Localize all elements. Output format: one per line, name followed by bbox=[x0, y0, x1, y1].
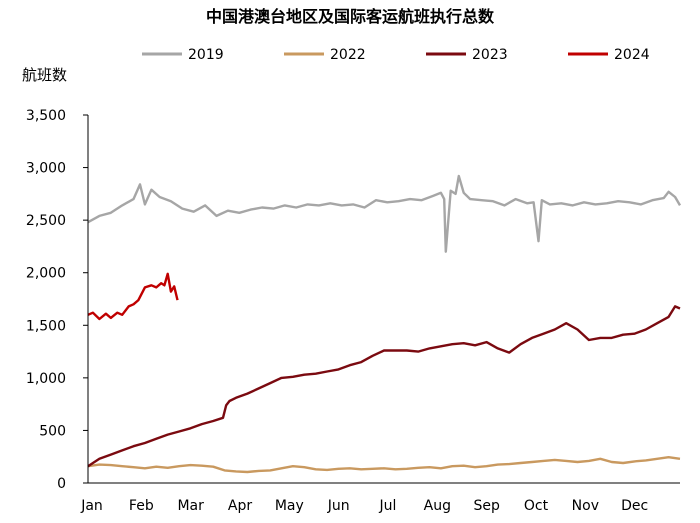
x-tick-label: Apr bbox=[228, 498, 252, 514]
series-line-2019 bbox=[87, 174, 682, 253]
series-line-2024 bbox=[87, 272, 179, 321]
y-axis-label: 航班数 bbox=[22, 66, 67, 84]
x-tick-label: Aug bbox=[424, 498, 451, 514]
x-tick-label: Jul bbox=[379, 498, 397, 514]
x-tick-label: May bbox=[275, 498, 304, 514]
y-tick-label: 1,500 bbox=[26, 318, 66, 334]
y-tick-label: 3,000 bbox=[26, 161, 66, 177]
y-axis-ticks: 0 500 1,000 1,500 2,000 2,500 3,000 3,500 bbox=[26, 108, 88, 492]
series-line-2022 bbox=[87, 456, 681, 474]
legend-label-2023: 2023 bbox=[472, 47, 508, 63]
series-line-2023 bbox=[87, 305, 681, 468]
series-layer bbox=[87, 174, 682, 474]
x-tick-label: Jan bbox=[80, 498, 103, 514]
x-tick-label: Nov bbox=[572, 498, 599, 514]
y-tick-label: 0 bbox=[57, 476, 66, 492]
y-tick-label: 3,500 bbox=[26, 108, 66, 124]
x-tick-label: Sep bbox=[473, 498, 500, 514]
x-axis-ticks: Jan Feb Mar Apr May Jun Jul Aug Sep Oct Nov Dec bbox=[80, 498, 648, 514]
y-tick-label: 2,500 bbox=[26, 213, 66, 229]
x-tick-label: Dec bbox=[621, 498, 648, 514]
legend-label-2022: 2022 bbox=[330, 47, 366, 63]
x-tick-label: Mar bbox=[177, 498, 204, 514]
y-tick-label: 500 bbox=[39, 423, 66, 439]
y-tick-label: 2,000 bbox=[26, 266, 66, 282]
x-tick-label: Jun bbox=[327, 498, 350, 514]
legend-label-2024: 2024 bbox=[614, 47, 650, 63]
chart-title: 中国港澳台地区及国际客运航班执行总数 bbox=[206, 7, 495, 26]
x-tick-label: Oct bbox=[524, 498, 549, 514]
x-tick-label: Feb bbox=[129, 498, 154, 514]
y-tick-label: 1,000 bbox=[26, 371, 66, 387]
legend-label-2019: 2019 bbox=[188, 47, 224, 63]
legend: 2019 2022 2023 2024 bbox=[142, 47, 650, 63]
